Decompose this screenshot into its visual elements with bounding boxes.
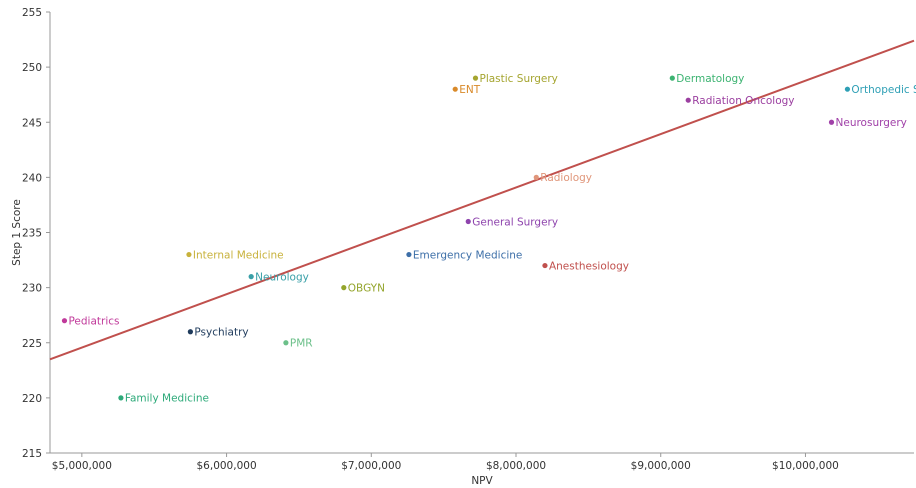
point-marker [341,285,347,291]
data-point: General Surgery [465,216,558,228]
x-tick-label: $10,000,000 [772,460,839,472]
point-label: Dermatology [676,73,744,85]
x-tick-label: $9,000,000 [631,460,691,472]
trendline [49,39,915,361]
x-tick-label: $6,000,000 [197,460,257,472]
point-marker [186,251,192,258]
data-point: Orthopedic Surgery [844,84,916,96]
point-marker [406,251,412,258]
point-label: Internal Medicine [193,249,284,261]
point-label: Emergency Medicine [413,249,522,261]
point-marker [685,97,691,103]
point-marker [472,75,479,81]
y-axis-label: Step 1 Score [11,199,23,266]
point-marker [465,218,471,225]
point-marker [669,75,675,81]
point-label: Anesthesiology [549,260,629,272]
x-tick-label: $8,000,000 [486,460,546,472]
y-tick-label: 240 [22,172,42,184]
point-marker [118,395,124,401]
point-marker [844,86,851,92]
data-point: Radiology [533,172,592,184]
data-point: Plastic Surgery [472,73,558,85]
trendline-group [49,39,915,361]
point-marker [248,274,254,280]
point-label: Pediatrics [68,316,119,328]
x-tick-label: $5,000,000 [52,460,112,472]
point-label: PMR [290,338,313,350]
point-label: Radiology [540,172,592,184]
point-label: Radiation Oncology [692,95,794,107]
point-marker [533,174,539,180]
point-marker [452,86,458,92]
data-point: Neurosurgery [828,117,907,129]
point-label: OBGYN [348,282,385,294]
point-label: Neurosurgery [836,117,907,129]
data-point: Pediatrics [61,316,120,328]
points-group: Pediatrics Family Medicine Internal Medici… [61,73,916,405]
point-label: ENT [459,84,480,96]
y-tick-label: 235 [22,228,42,240]
y-tick-label: 255 [22,7,42,19]
point-marker [61,318,68,324]
y-tick-label: 250 [22,62,42,74]
point-label: Neurology [255,271,309,283]
data-point: ENT [452,84,481,96]
data-point: Internal Medicine [186,249,284,261]
y-tick-label: 225 [22,338,42,350]
x-tick-label: $7,000,000 [341,460,401,472]
x-axis-label: NPV [471,475,493,487]
y-tick-label: 220 [22,393,42,405]
point-label: Family Medicine [125,393,209,405]
axes: 215 220 225 230 235 240 245 250 255 $5,000,000 $6,… [22,7,914,472]
data-point: Psychiatry [187,327,249,339]
point-label: Psychiatry [194,327,248,339]
data-point: Family Medicine [118,393,209,405]
point-label: Orthopedic Surgery [851,84,916,96]
data-point: Emergency Medicine [406,249,522,261]
point-label: General Surgery [472,216,558,228]
point-marker [187,329,193,335]
data-point: PMR [283,338,313,350]
point-marker [828,119,835,125]
data-point: Neurology [248,271,309,283]
point-marker [542,262,548,269]
y-tick-label: 215 [22,448,42,460]
point-marker [283,340,289,346]
point-label: Plastic Surgery [479,73,557,85]
y-tick-label: 245 [22,117,42,129]
data-point: OBGYN [341,282,385,294]
y-tick-label: 230 [22,283,42,295]
data-point: Anesthesiology [542,260,629,272]
data-point: Radiation Oncology [685,95,795,107]
data-point: Dermatology [669,73,744,85]
